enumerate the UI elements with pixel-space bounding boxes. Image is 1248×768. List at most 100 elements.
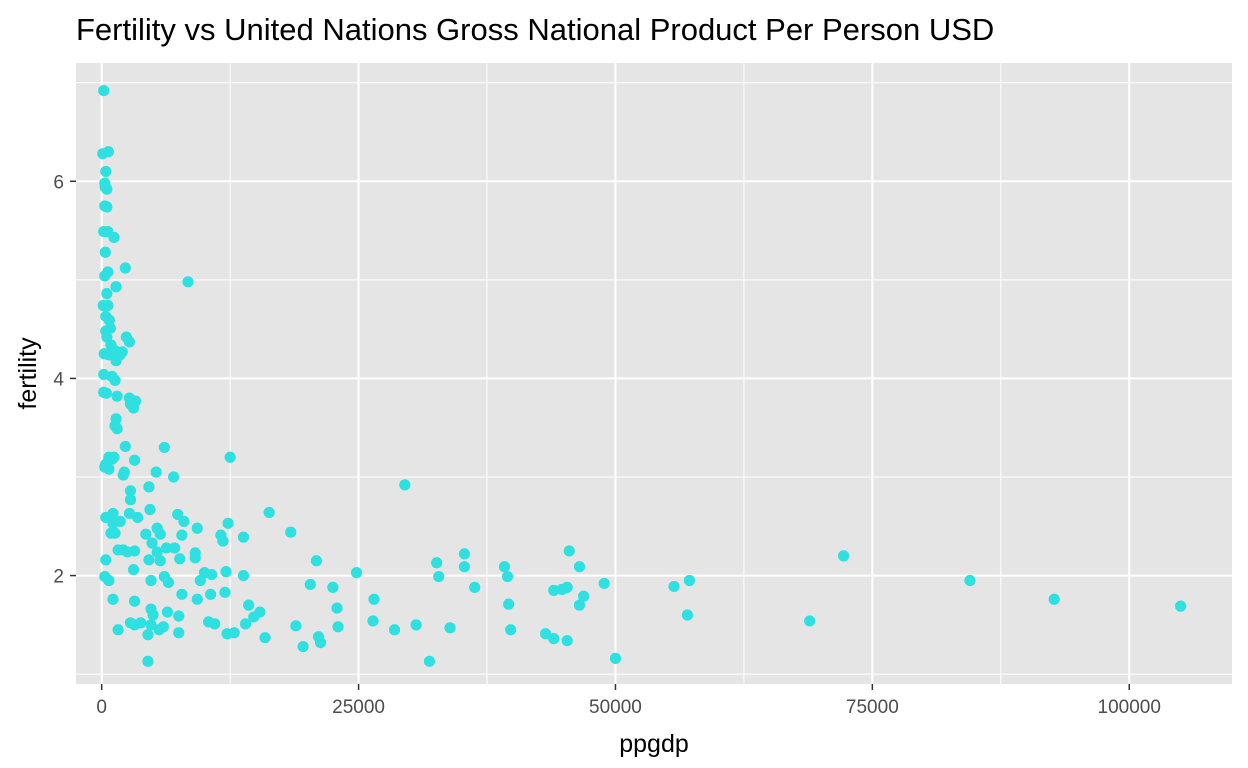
data-point	[310, 555, 323, 567]
data-point	[503, 598, 515, 610]
data-point	[151, 546, 163, 558]
data-point	[837, 550, 850, 562]
data-point	[150, 466, 162, 478]
data-point	[116, 346, 128, 358]
data-point	[573, 561, 586, 573]
data-point	[444, 622, 456, 634]
data-point	[224, 451, 236, 463]
data-point	[609, 652, 622, 664]
data-point	[124, 485, 137, 497]
x-tick-label: 0	[96, 697, 107, 718]
data-point	[469, 581, 481, 594]
data-point	[350, 567, 363, 579]
minor-gridlines	[76, 63, 1232, 684]
data-point	[146, 537, 158, 549]
data-point	[161, 606, 174, 618]
data-point	[142, 629, 154, 641]
data-point	[162, 576, 175, 589]
data-point	[110, 355, 122, 367]
data-point	[399, 479, 411, 491]
data-point	[124, 494, 137, 506]
data-point	[290, 620, 302, 632]
data-point	[127, 564, 140, 576]
data-point	[573, 599, 586, 611]
x-axis-title: ppgdp	[619, 730, 689, 758]
data-point	[101, 288, 113, 300]
data-point	[217, 535, 229, 547]
y-tick-label: 2	[53, 567, 64, 588]
data-point	[100, 554, 112, 566]
y-tick-label: 4	[53, 369, 64, 390]
data-point	[168, 471, 180, 483]
data-point	[327, 581, 339, 594]
data-point	[158, 441, 170, 454]
data-point	[182, 276, 194, 288]
major-gridlines	[76, 63, 1232, 684]
data-point	[561, 635, 573, 647]
data-point	[263, 506, 275, 519]
data-point	[206, 568, 218, 581]
data-point	[128, 454, 141, 466]
data-point	[964, 574, 976, 587]
data-point	[578, 590, 590, 602]
data-point	[119, 440, 131, 453]
data-point	[119, 262, 131, 274]
data-point	[548, 633, 560, 645]
data-point	[173, 627, 185, 639]
data-point	[1048, 593, 1060, 605]
y-axis: 2 4 6	[53, 172, 76, 588]
data-point	[331, 602, 343, 614]
data-point	[99, 270, 111, 282]
data-point	[219, 586, 231, 598]
data-point	[228, 627, 240, 639]
data-point	[189, 552, 201, 564]
data-point	[140, 528, 152, 540]
data-point	[332, 621, 344, 633]
data-point	[209, 618, 221, 630]
data-point	[548, 584, 560, 596]
data-point	[505, 624, 517, 636]
data-point	[243, 599, 255, 611]
data-points	[97, 85, 1187, 667]
data-point	[423, 655, 436, 667]
data-point	[111, 423, 123, 435]
data-point	[154, 555, 166, 567]
chart-title: Fertility vs United Nations Gross Nation…	[76, 12, 994, 47]
data-point	[410, 619, 422, 631]
data-point	[123, 336, 136, 348]
data-point	[191, 593, 203, 605]
data-point	[169, 542, 181, 554]
data-point	[98, 85, 110, 97]
data-point	[367, 615, 379, 627]
data-point	[102, 299, 114, 312]
data-point	[388, 624, 401, 636]
data-point	[103, 574, 115, 587]
data-point	[297, 640, 309, 653]
data-point	[178, 515, 190, 527]
x-tick-label: 75000	[846, 697, 899, 718]
data-point	[112, 624, 124, 636]
data-point	[154, 528, 166, 540]
data-point	[683, 574, 696, 587]
data-point	[117, 469, 129, 481]
data-point	[132, 511, 144, 524]
data-point	[191, 522, 203, 534]
data-point	[681, 609, 693, 621]
y-tick-label: 6	[53, 172, 64, 193]
data-point	[108, 231, 120, 244]
data-point	[160, 542, 173, 554]
data-point	[539, 628, 552, 640]
data-point	[145, 619, 157, 631]
data-point	[237, 569, 250, 582]
data-point	[556, 583, 568, 595]
data-point	[501, 570, 514, 583]
data-point	[145, 574, 157, 587]
data-point	[153, 624, 165, 636]
data-point	[222, 517, 234, 529]
data-point	[144, 503, 156, 516]
plot-panel	[76, 63, 1232, 684]
data-point	[102, 146, 114, 158]
x-axis: 0 25000 50000 75000 100000	[96, 684, 1161, 718]
data-point	[142, 655, 154, 667]
